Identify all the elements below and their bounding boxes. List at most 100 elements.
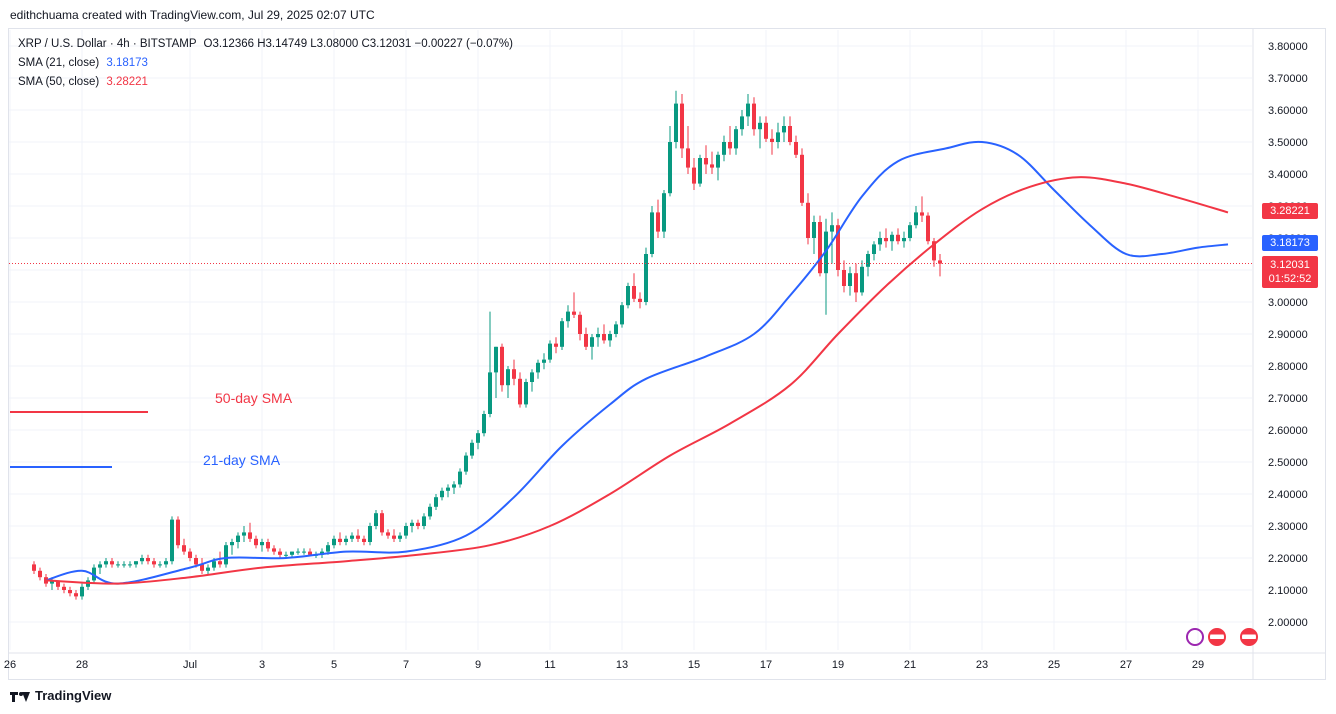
- candle-body: [116, 564, 120, 566]
- candle-body: [380, 513, 384, 533]
- candle-body: [548, 343, 552, 360]
- x-tick-label: 26: [4, 659, 16, 671]
- candle-body: [188, 551, 192, 558]
- candle-body: [308, 551, 312, 555]
- candle-body: [422, 516, 426, 526]
- symbol-label: XRP / U.S. Dollar · 4h · BITSTAMP: [18, 38, 197, 50]
- candle-body: [128, 564, 132, 566]
- candle-body: [800, 154, 804, 203]
- candle-body: [914, 212, 918, 226]
- candle-body: [788, 126, 792, 142]
- candle-body: [530, 372, 534, 382]
- candle-body: [284, 554, 288, 556]
- candle-body: [362, 538, 366, 542]
- x-tick-label: 15: [688, 659, 700, 671]
- candle-body: [650, 212, 654, 254]
- y-tick-label: 2.30000: [1268, 521, 1308, 533]
- sma21-line: [45, 140, 1229, 585]
- candle-body: [332, 538, 336, 546]
- candle-body: [368, 526, 372, 542]
- y-tick-label: 2.60000: [1268, 425, 1308, 437]
- x-tick-label: 3: [259, 659, 265, 671]
- candle-body: [224, 545, 228, 565]
- us-flag-icon[interactable]: [1208, 628, 1226, 646]
- candle-body: [716, 154, 720, 168]
- candle-body: [764, 122, 768, 139]
- candle-body: [602, 334, 606, 341]
- candle-body: [152, 561, 156, 565]
- candle-body: [254, 538, 258, 546]
- candle-body: [416, 522, 420, 526]
- x-tick-label: 23: [976, 659, 988, 671]
- candle-body: [194, 558, 198, 565]
- candle-body: [860, 266, 864, 293]
- candle-body: [92, 567, 96, 581]
- candle-body: [734, 129, 738, 149]
- us-flag-icon[interactable]: [1240, 628, 1258, 646]
- candle-body: [842, 270, 846, 286]
- candle-body: [884, 238, 888, 242]
- y-tick-label: 2.90000: [1268, 329, 1308, 341]
- lightning-icon[interactable]: [1186, 628, 1204, 646]
- y-tick-label: 2.50000: [1268, 457, 1308, 469]
- x-tick-label: 25: [1048, 659, 1060, 671]
- candles: [32, 90, 942, 600]
- candle-body: [62, 586, 66, 590]
- candle-body: [866, 254, 870, 267]
- candle-body: [350, 535, 354, 539]
- candle-body: [242, 532, 246, 536]
- x-tick-label: 7: [403, 659, 409, 671]
- candle-body: [920, 212, 924, 216]
- candle-body: [590, 337, 594, 347]
- candle-body: [248, 532, 252, 539]
- sma50-label: SMA (50, close): [18, 76, 100, 88]
- candle-body: [524, 382, 528, 405]
- chart-credit: edithchuama created with TradingView.com…: [10, 8, 375, 22]
- candle-body: [176, 519, 180, 546]
- candle-body: [638, 298, 642, 302]
- candle-body: [674, 103, 678, 142]
- candle-body: [818, 222, 822, 274]
- candle-body: [374, 513, 378, 526]
- tradingview-footer[interactable]: TradingView: [10, 688, 111, 703]
- candle-body: [164, 561, 168, 565]
- candle-body: [572, 311, 576, 315]
- candle-body: [386, 532, 390, 536]
- sma21-value: 3.18173: [106, 57, 148, 69]
- candle-body: [776, 132, 780, 142]
- x-tick-label: 29: [1192, 659, 1204, 671]
- candle-body: [704, 158, 708, 165]
- sma-lines: [45, 140, 1229, 585]
- candle-body: [140, 558, 144, 562]
- legend-symbol-row: XRP / U.S. Dollar · 4h · BITSTAMP O3.123…: [18, 35, 513, 54]
- x-axis-labels: 26 28 Jul 3 5 7 9 11 13 15 17 19 21 23 25 27 29: [4, 659, 1204, 671]
- candle-body: [98, 564, 102, 568]
- candle-body: [290, 551, 294, 555]
- y-tick-label: 2.70000: [1268, 393, 1308, 405]
- candle-body: [878, 238, 882, 245]
- candle-body: [482, 414, 486, 434]
- y-tick-label: 3.60000: [1268, 105, 1308, 117]
- candle-body: [74, 593, 78, 597]
- candle-body: [644, 254, 648, 302]
- candle-body: [854, 273, 858, 293]
- candle-body: [50, 580, 54, 584]
- candle-body: [278, 551, 282, 555]
- candle-body: [812, 222, 816, 238]
- candle-body: [470, 442, 474, 456]
- candle-body: [752, 103, 756, 130]
- candle-body: [272, 548, 276, 552]
- chart-legend: XRP / U.S. Dollar · 4h · BITSTAMP O3.123…: [18, 35, 513, 92]
- countdown-timer: 01:52:52: [1268, 273, 1312, 285]
- candle-body: [536, 362, 540, 373]
- candle-body: [134, 561, 138, 565]
- sma50-line: [45, 176, 1229, 585]
- candle-body: [554, 343, 558, 347]
- candle-body: [506, 369, 510, 386]
- candle-body: [578, 314, 582, 334]
- y-tick-label: 3.00000: [1268, 297, 1308, 309]
- candle-body: [566, 311, 570, 322]
- candle-body: [890, 234, 894, 242]
- sma50-annotation: 50-day SMA: [215, 390, 293, 406]
